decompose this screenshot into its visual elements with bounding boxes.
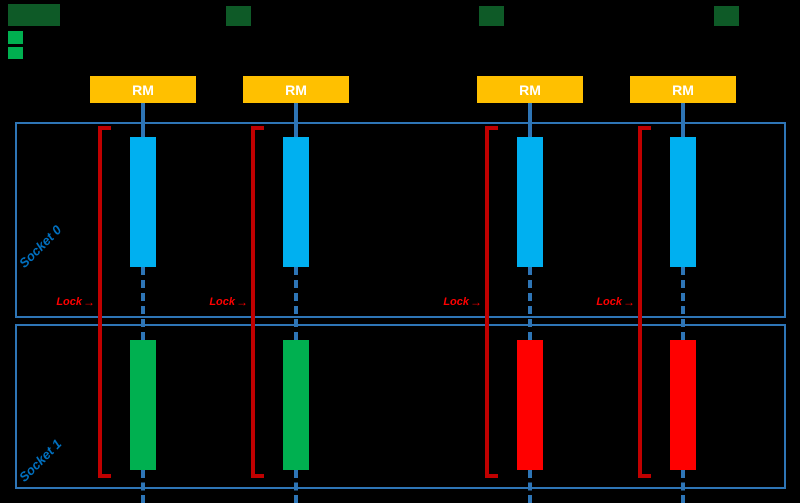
lock-bracket [98, 126, 111, 478]
connector-dashed [528, 267, 532, 340]
band-socket-0 [15, 122, 786, 318]
lock-bracket [251, 126, 264, 478]
arrow-right-icon: → [83, 294, 95, 309]
band-socket-1 [15, 324, 786, 489]
connector-dashed [294, 267, 298, 340]
top-activity-bar [283, 137, 309, 267]
lock-text: Lock [443, 295, 469, 308]
top-activity-bar [130, 137, 156, 267]
connector-line [141, 103, 145, 137]
connector-dashed [681, 267, 685, 340]
bottom-activity-bar [517, 340, 543, 470]
arrow-right-icon: → [236, 294, 248, 309]
rm-label: RM [132, 81, 154, 98]
connector-line [528, 103, 532, 137]
lock-label: Lock → [47, 294, 95, 309]
connector-dashed [294, 470, 298, 503]
legend-swatch [8, 31, 23, 44]
connector-line [681, 103, 685, 137]
connector-dashed [681, 470, 685, 503]
top-activity-bar [517, 137, 543, 267]
lock-text: Lock [596, 295, 622, 308]
connector-dashed [141, 267, 145, 340]
rm-label: RM [285, 81, 307, 98]
connector-dashed [528, 470, 532, 503]
legend-swatch [479, 6, 504, 26]
rm-label: RM [672, 81, 694, 98]
lock-label: Lock → [434, 294, 482, 309]
lock-label: Lock → [200, 294, 248, 309]
connector-dashed [141, 470, 145, 503]
legend-swatch [8, 4, 60, 26]
bottom-activity-bar [130, 340, 156, 470]
legend-swatch [226, 6, 251, 26]
legend-swatch [8, 47, 23, 59]
lock-bracket [638, 126, 651, 478]
rm-label: RM [519, 81, 541, 98]
arrow-right-icon: → [623, 294, 635, 309]
bottom-activity-bar [283, 340, 309, 470]
connector-line [294, 103, 298, 137]
legend-swatch [714, 6, 739, 26]
rm-box: RM [243, 76, 349, 103]
lock-text: Lock [209, 295, 235, 308]
arrow-right-icon: → [470, 294, 482, 309]
rm-box: RM [90, 76, 196, 103]
lock-text: Lock [56, 295, 82, 308]
lock-label: Lock → [587, 294, 635, 309]
rm-box: RM [477, 76, 583, 103]
rm-box: RM [630, 76, 736, 103]
lock-bracket [485, 126, 498, 478]
bottom-activity-bar [670, 340, 696, 470]
top-activity-bar [670, 137, 696, 267]
